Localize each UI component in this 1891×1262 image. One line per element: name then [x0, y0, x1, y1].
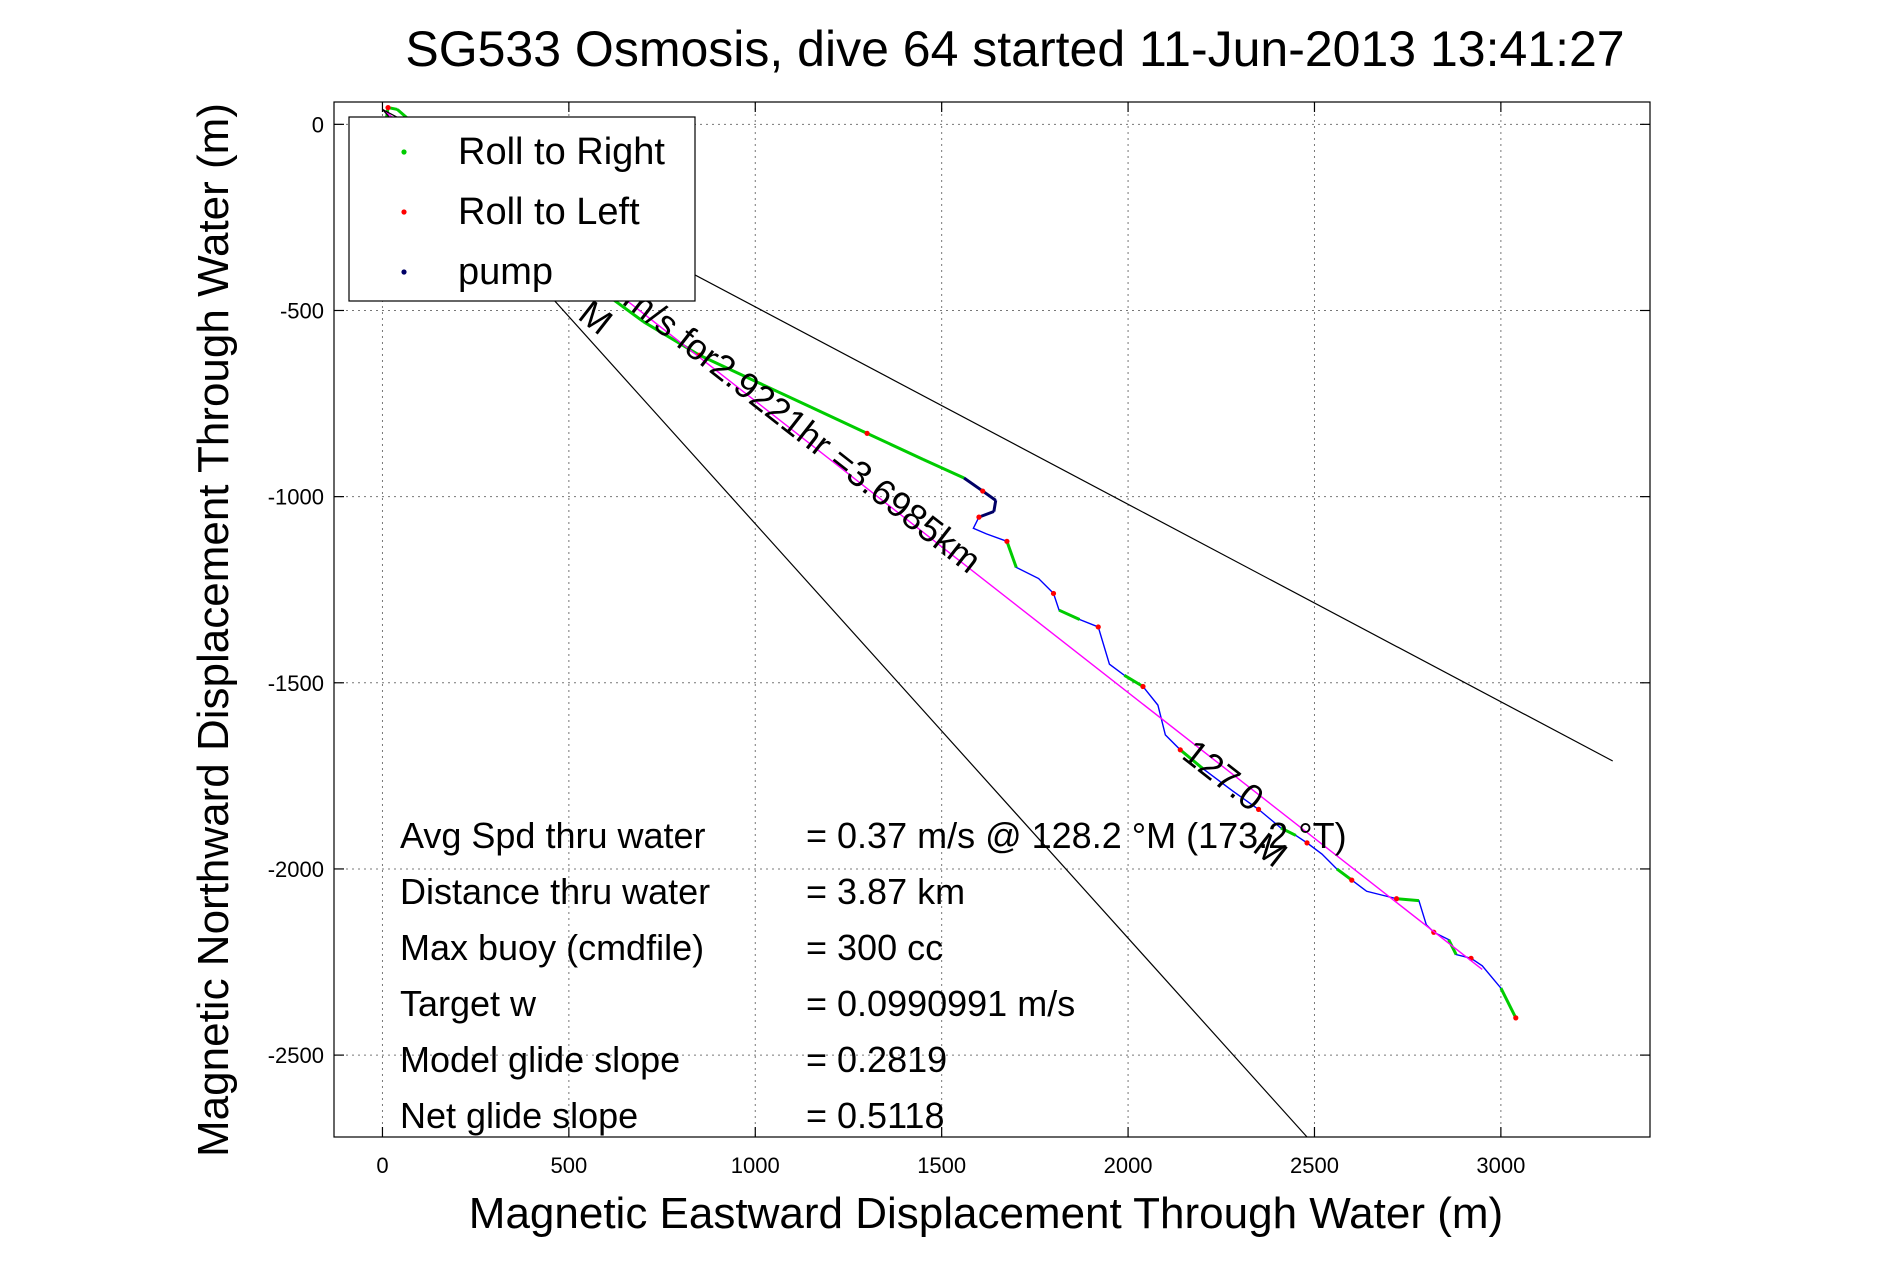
stat-label: Distance thru water: [400, 871, 710, 912]
legend-marker: [401, 209, 407, 215]
roll-left-point: [1177, 747, 1183, 753]
roll-right-segment: [1396, 897, 1419, 903]
legend: Roll to Right Roll to Left pump: [348, 116, 696, 302]
x-tick-label: 0: [376, 1153, 388, 1178]
stat-value: = 3.87 km: [806, 871, 965, 912]
roll-right-segment: [1447, 939, 1458, 956]
roll-right-segment: [698, 353, 756, 383]
roll-right-segment: [1123, 674, 1144, 688]
roll-left-point: [1095, 624, 1101, 630]
roll-right-segment: [922, 458, 965, 480]
stat-value: = 300 cc: [806, 927, 943, 968]
x-axis-label: Magnetic Eastward Displacement Through W…: [469, 1189, 1503, 1238]
roll-right-segment: [1179, 748, 1204, 770]
roll-left-point: [1004, 538, 1010, 544]
roll-left-point: [1140, 683, 1146, 690]
pump-segment: [981, 489, 997, 502]
stat-label: Avg Spd thru water: [400, 815, 706, 856]
stat-label: Max buoy (cmdfile): [400, 927, 704, 968]
roll-right-segment: [1499, 987, 1518, 1019]
stat-label: Target w: [400, 983, 537, 1024]
roll-right-segment: [1058, 608, 1081, 621]
y-tick-label: -1500: [268, 671, 324, 696]
legend-box: [348, 116, 696, 302]
roll-left-point: [1513, 1015, 1519, 1021]
pump-segment: [978, 510, 995, 519]
x-tick-label: 2000: [1104, 1153, 1153, 1178]
grid-lines: [334, 102, 1650, 1137]
y-tick-label: 0: [312, 112, 324, 137]
roll-left-point: [385, 104, 391, 111]
roll-left-point: [864, 430, 870, 436]
x-tick-label: 1000: [731, 1153, 780, 1178]
legend-marker: [401, 269, 407, 275]
y-tick-label: -2000: [268, 857, 324, 882]
roll-right-segment: [1335, 867, 1353, 882]
legend-entry-label: pump: [458, 251, 553, 293]
roll-right-segment: [810, 405, 868, 435]
stat-value: = 0.37 m/s @ 128.2 °M (173.2 °T): [806, 815, 1347, 856]
chart-title: SG533 Osmosis, dive 64 started 11-Jun-20…: [405, 21, 1624, 77]
roll-right-segment: [754, 379, 812, 409]
pump-segment: [963, 476, 984, 493]
y-tick-label: -1000: [268, 485, 324, 510]
legend-marker: [401, 149, 407, 155]
legend-entry-label: Roll to Right: [458, 131, 665, 173]
roll-left-point: [1255, 806, 1262, 812]
roll-left-point: [1349, 877, 1355, 883]
roll-right-segment: [1005, 540, 1018, 568]
roll-left-point: [980, 488, 986, 494]
y-axis-label: Magnetic Northward Displacement Through …: [189, 103, 238, 1157]
x-tick-label: 3000: [1476, 1153, 1525, 1178]
roll-left-point: [1304, 840, 1310, 846]
roll-right-segment: [1280, 826, 1297, 837]
roll-left-point: [976, 514, 982, 520]
stat-value: = 0.5118: [806, 1095, 944, 1136]
stat-label: Model glide slope: [400, 1039, 680, 1080]
axis-ticks: 0 500 1000 1500 2000 2500 3000 0 -500 -1000 -1500 -…: [268, 102, 1650, 1178]
y-tick-label: -500: [280, 298, 324, 323]
stat-value: = 0.2819: [806, 1039, 947, 1080]
stat-label: Net glide slope: [400, 1095, 638, 1136]
legend-entry-label: Roll to Left: [458, 191, 640, 233]
roll-left-point: [1050, 590, 1057, 597]
stat-value: = 0.0990991 m/s: [806, 983, 1075, 1024]
pump-segment: [992, 500, 998, 512]
roll-left-point: [1393, 896, 1400, 902]
axes-box: [333, 101, 1651, 1138]
dive-stats: Avg Spd thru water = 0.37 m/s @ 128.2 °M …: [400, 815, 1347, 1136]
x-tick-label: 2500: [1290, 1153, 1339, 1178]
x-tick-label: 500: [551, 1153, 588, 1178]
roll-right-segment: [866, 431, 924, 461]
x-tick-label: 1500: [917, 1153, 966, 1178]
y-tick-label: -2500: [268, 1043, 324, 1068]
